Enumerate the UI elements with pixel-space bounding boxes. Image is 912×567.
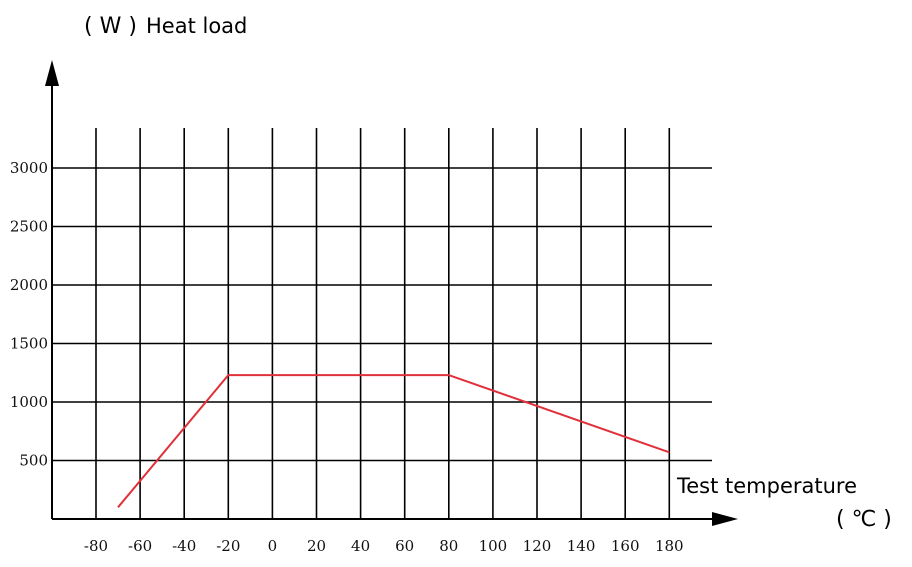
x-axis-unit: ( ℃ ) xyxy=(836,507,892,532)
y-tick-label: 1000 xyxy=(10,393,48,411)
horizontal-grid-lines xyxy=(52,167,712,462)
x-tick-label: 0 xyxy=(268,537,278,555)
x-tick-label: 20 xyxy=(307,537,326,555)
x-tick-label: 100 xyxy=(479,537,508,555)
vertical-grid-lines xyxy=(95,128,671,519)
x-tick-label: -40 xyxy=(172,537,196,555)
x-tick-label: -80 xyxy=(84,537,108,555)
y-tick-label: 1500 xyxy=(10,335,48,353)
y-axis-arrow-icon xyxy=(45,60,59,86)
y-tick-label: 3000 xyxy=(10,159,48,177)
x-tick-label: 80 xyxy=(439,537,458,555)
x-axis-title: Test temperature xyxy=(676,474,857,498)
x-tick-label: 160 xyxy=(611,537,640,555)
y-axis-unit: ( W ) xyxy=(84,14,137,39)
x-tick-label: -60 xyxy=(128,537,152,555)
y-tick-label: 2000 xyxy=(10,276,48,294)
x-tick-label: -20 xyxy=(216,537,240,555)
x-tick-label: 120 xyxy=(523,537,552,555)
y-tick-label: 2500 xyxy=(10,218,48,236)
x-tick-label: 60 xyxy=(395,537,414,555)
y-tick-labels: 500 1000 1500 2000 2500 3000 xyxy=(10,159,48,470)
y-axis-title: Heat load xyxy=(146,14,247,38)
x-tick-label: 40 xyxy=(351,537,370,555)
x-tick-label: 140 xyxy=(567,537,596,555)
x-tick-labels: -80 -60 -40 -20 0 20 40 60 80 100 120 140 160 180 xyxy=(84,537,684,555)
x-tick-label: 180 xyxy=(655,537,684,555)
y-tick-label: 500 xyxy=(19,452,48,470)
x-axis-arrow-icon xyxy=(712,512,738,526)
heat-load-series-line xyxy=(117,374,670,508)
